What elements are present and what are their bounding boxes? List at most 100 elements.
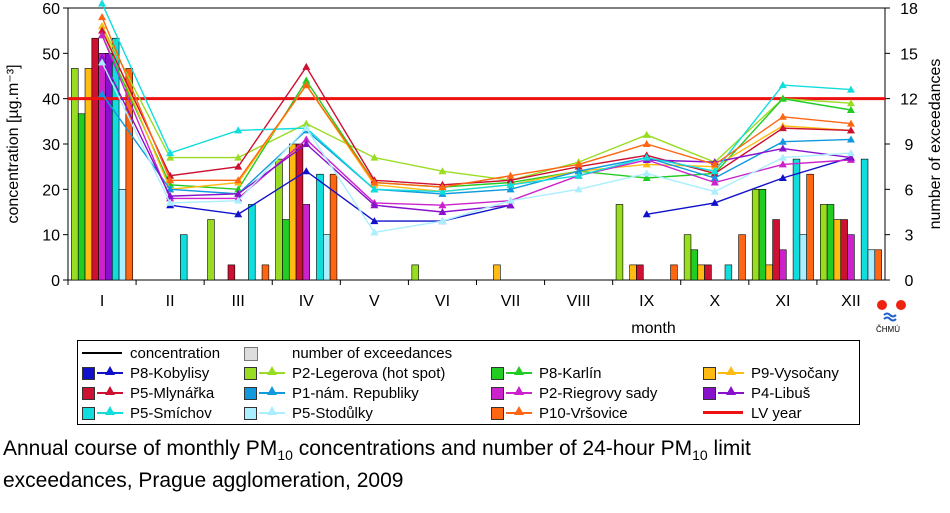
bar-p10-vr-ovice-IV <box>329 173 338 281</box>
point-p9-vyso-any-IX <box>642 160 651 168</box>
bar-p9-vyso-any-IX <box>629 264 637 281</box>
line-p8-karl-n <box>101 34 852 191</box>
point-p2-riegrovy-sady-I <box>98 31 107 39</box>
legend-p8-karl-n: P8-Karlín <box>491 363 602 383</box>
bar-p8-karl-n-X <box>690 249 699 281</box>
legend-p9-vyso-any: P9-Vysočany <box>703 363 839 383</box>
bar-p5-mlyn-ka-I <box>91 37 99 281</box>
point-p10-vr-ovice-II <box>166 176 175 184</box>
bar-p10-vr-ovice-X <box>738 234 746 281</box>
point-p5-sm-chov-VII <box>506 180 515 188</box>
bar-p5-mlyn-ka-XI <box>772 219 780 281</box>
bar-p2-riegrovy-sady-I <box>98 53 106 281</box>
point-p8-karl-n-IX <box>642 174 651 181</box>
bar-p2-legerova-hot-spot--XII <box>820 204 828 281</box>
legend-p8-kobylisy: P8-Kobylisy <box>82 363 209 383</box>
point-p10-vr-ovice-VII <box>506 171 515 179</box>
point-p10-vr-ovice-X <box>710 160 719 168</box>
svg-text:ČHMÚ: ČHMÚ <box>876 325 900 334</box>
x-tick-label: III <box>232 293 245 310</box>
point-p5-stod-lky-VIII <box>574 185 583 193</box>
bar-p10-vr-ovice-IX <box>670 264 678 281</box>
point-p10-vr-ovice-XII <box>846 119 855 127</box>
bar-p5-sm-chov-II <box>180 234 188 281</box>
line-p4-libu- <box>646 147 852 163</box>
legend-p5-sm-chov: P5-Smíchov <box>82 403 212 423</box>
y2-tick-label: 18 <box>900 1 918 18</box>
y2-tick-label: 6 <box>905 182 914 199</box>
point-p5-mlyn-ka-I <box>98 26 107 34</box>
bar-p2-legerova-hot-spot--I <box>71 68 79 281</box>
bar-p9-vyso-any-XII <box>833 219 842 281</box>
point-p4-libu--VI <box>438 208 447 215</box>
bar-p5-stod-lky-XI <box>799 234 808 281</box>
x-tick-label: IX <box>639 293 654 310</box>
point-p5-stod-lky-IV <box>302 124 311 132</box>
point-p5-stod-lky-XI <box>778 153 787 161</box>
point-p5-stod-lky-V <box>370 228 379 236</box>
point-p2-riegrovy-sady-X <box>710 178 719 186</box>
bar-p8-karl-n-IV <box>282 219 290 281</box>
point-p10-vr-ovice-IV <box>302 81 311 89</box>
point-p4-libu--VII <box>506 201 515 209</box>
point-p8-kobylisy-XI <box>778 174 787 181</box>
point-p8-karl-n-III <box>234 185 243 193</box>
point-p8-kobylisy-IX <box>642 210 651 218</box>
bar-p9-vyso-any-I <box>84 68 93 281</box>
bar-p10-vr-ovice-XII <box>874 249 882 281</box>
legend-p1-n-m-republiky: P1-nám. Republiky <box>244 383 419 403</box>
point-p10-vr-ovice-I <box>98 13 107 21</box>
point-p2-legerova-hot-spot--II <box>166 153 175 161</box>
point-p5-mlyn-ka-IV <box>302 62 311 70</box>
legend-p2-riegrovy-sady: P2-Riegrovy sady <box>491 383 657 403</box>
bar-p2-riegrovy-sady-XI <box>779 249 787 281</box>
point-p5-stod-lky-I <box>98 58 107 66</box>
point-p1-n-m-republiky-XII <box>846 135 855 143</box>
x-tick-label: VIII <box>567 293 591 310</box>
bar-p10-vr-ovice-III <box>261 264 270 281</box>
point-p1-n-m-republiky-VIII <box>574 167 583 175</box>
point-p5-stod-lky-VI <box>438 217 447 225</box>
point-p5-mlyn-ka-XI <box>778 124 787 132</box>
point-p2-legerova-hot-spot--XII <box>846 99 855 107</box>
line-p2-legerova-hot-spot- <box>101 25 852 181</box>
bar-p5-sm-chov-XII <box>860 158 869 281</box>
point-p10-vr-ovice-VIII <box>574 160 583 168</box>
point-p5-stod-lky-III <box>234 196 243 204</box>
line-p8-kobylisy <box>646 156 852 215</box>
point-p10-vr-ovice-XI <box>778 112 787 120</box>
point-p5-sm-chov-VIII <box>574 171 583 179</box>
bar-p5-sm-chov-IV <box>316 173 324 281</box>
point-p2-legerova-hot-spot--VI <box>438 167 447 175</box>
bar-p2-legerova-hot-spot--X <box>683 234 692 281</box>
bar-p10-vr-ovice-I <box>125 68 133 281</box>
x-tick-label: V <box>369 293 380 310</box>
point-p2-riegrovy-sady-IV <box>302 135 311 143</box>
point-p10-vr-ovice-IX <box>642 140 651 147</box>
bar-p10-vr-ovice-XI <box>806 173 814 281</box>
point-p10-vr-ovice-V <box>370 178 379 186</box>
bar-p9-vyso-any-IV <box>288 143 297 281</box>
x-tick-label: VII <box>501 293 521 310</box>
point-p5-sm-chov-II <box>166 149 175 157</box>
bar-p2-legerova-hot-spot--XI <box>751 189 760 281</box>
point-p5-mlyn-ka-VII <box>506 176 515 184</box>
y-tick-label: 40 <box>42 92 60 109</box>
plot-area <box>67 7 886 281</box>
point-p8-kobylisy-IV <box>302 167 311 175</box>
x-tick-label: XI <box>775 293 790 310</box>
point-p8-kobylisy-X <box>710 198 719 206</box>
point-p5-sm-chov-I <box>98 0 107 7</box>
bar-p5-mlyn-ka-III <box>227 264 236 281</box>
point-p5-sm-chov-X <box>710 167 719 175</box>
point-p8-kobylisy-III <box>234 210 243 218</box>
bar-p2-riegrovy-sady-XII <box>847 234 855 281</box>
bar-p4-libu--I <box>105 53 113 281</box>
y2-tick-label: 12 <box>900 92 918 109</box>
y-tick-label: 0 <box>51 273 60 290</box>
chmu-logo: ČHMÚ <box>872 296 912 336</box>
bar-p2-legerova-hot-spot--III <box>207 219 215 281</box>
x-tick-label: I <box>100 293 104 310</box>
point-p5-sm-chov-IX <box>642 153 651 161</box>
